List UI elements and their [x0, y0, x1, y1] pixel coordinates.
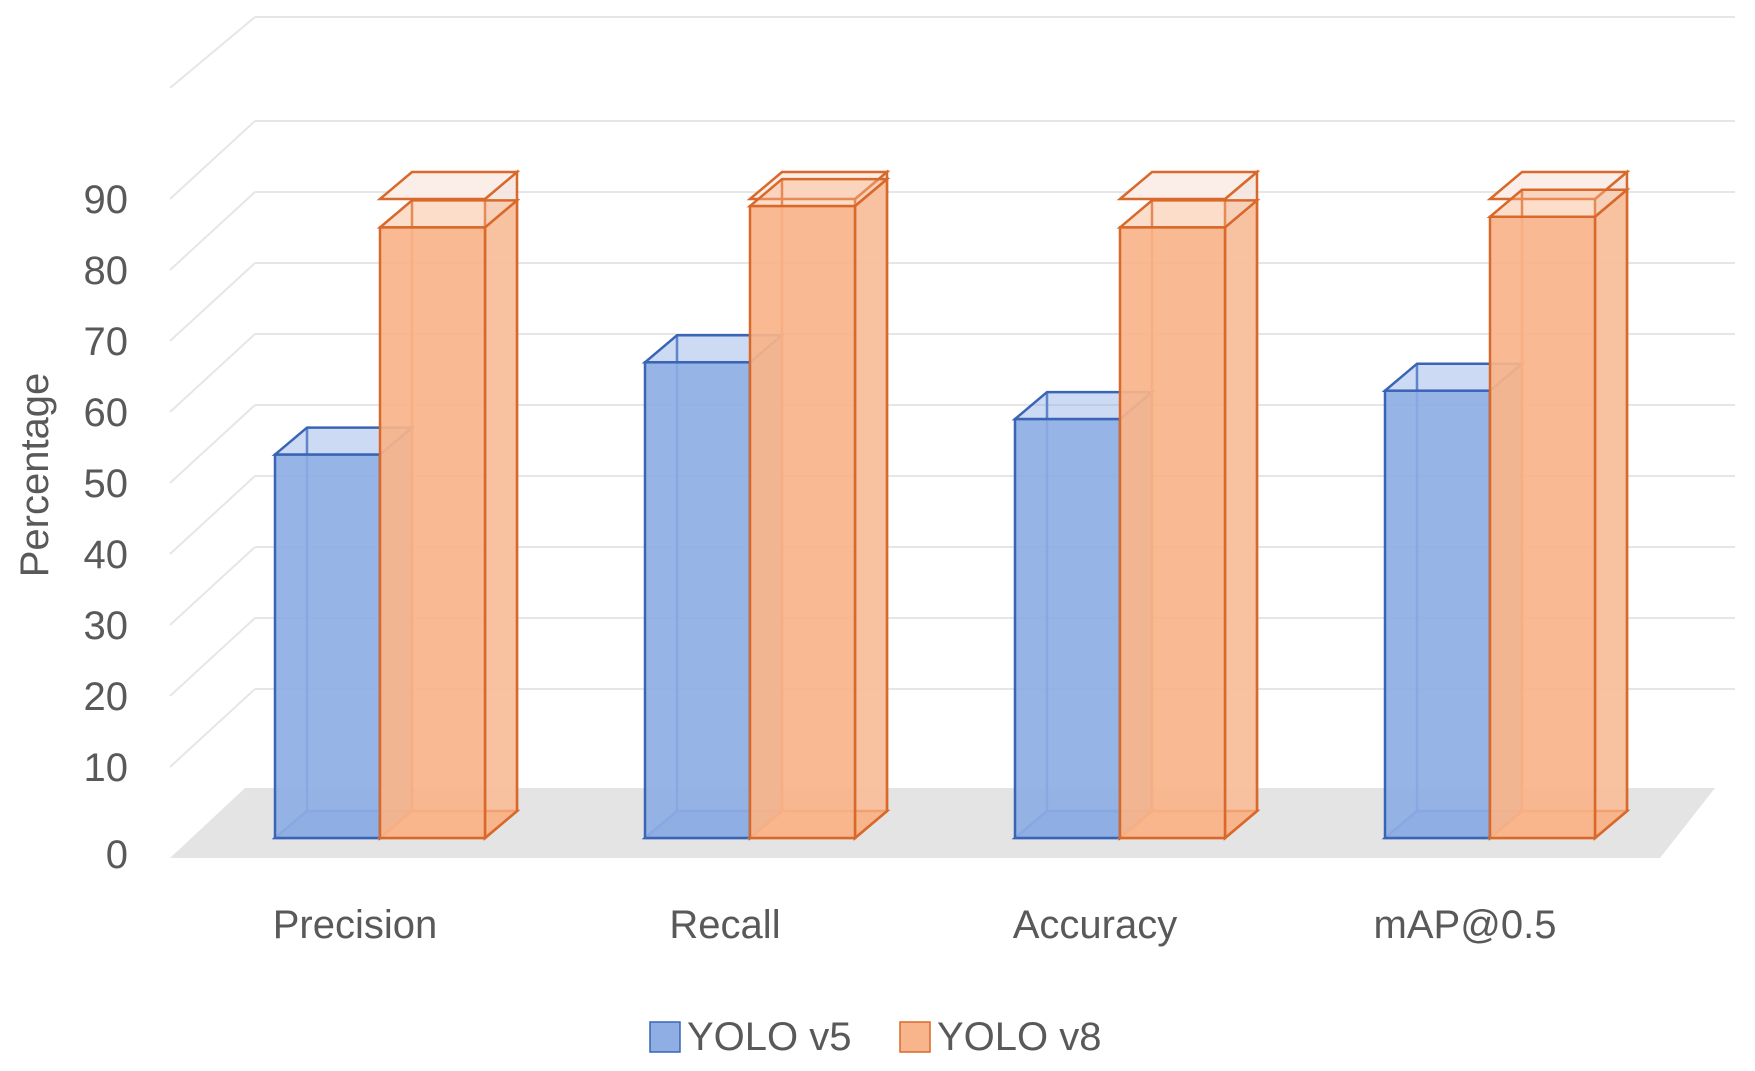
y-tick-label: 60 — [84, 391, 129, 435]
y-tick-label: 40 — [84, 533, 129, 577]
y-tick-label: 20 — [84, 675, 129, 719]
x-tick-label: Precision — [273, 903, 438, 947]
y-tick-label: 80 — [84, 249, 129, 293]
y-tick-label: 90 — [84, 178, 129, 222]
chart-floor — [170, 788, 1715, 858]
bar-front-face — [643, 361, 752, 840]
gridline-side — [169, 404, 256, 484]
bar-yolo-v8-precision — [376, 169, 521, 841]
gridline-side — [169, 475, 256, 555]
bar-front-face — [748, 204, 857, 840]
gridline-side — [169, 546, 256, 626]
y-tick-label: 50 — [84, 462, 129, 506]
bar-front-face — [1013, 417, 1122, 840]
y-axis-ticks: 0 10 20 30 40 50 60 70 80 90 — [84, 178, 129, 877]
bar-yolo-v8-accuracy — [1116, 169, 1261, 841]
gridline-side — [169, 16, 256, 89]
x-tick-label: Recall — [669, 903, 780, 947]
legend-swatch — [649, 1021, 681, 1053]
x-axis-ticks: Precision Recall Accuracy mAP@0.5 — [273, 903, 1557, 947]
bar-top-panel — [376, 170, 521, 201]
bar-side-face — [483, 197, 519, 841]
legend-label: YOLO v5 — [687, 1015, 852, 1059]
legend: YOLO v5 YOLO v8 — [649, 1015, 1102, 1059]
gridline-side — [169, 688, 256, 768]
bars — [271, 169, 1631, 841]
x-tick-label: mAP@0.5 — [1374, 903, 1557, 947]
y-axis-label: Percentage — [13, 373, 57, 578]
x-tick-label: Accuracy — [1013, 903, 1178, 947]
bar-front-face — [273, 453, 382, 840]
gridline-side — [169, 262, 256, 342]
bar-front-face — [1383, 389, 1492, 840]
bar-side-face — [1593, 187, 1629, 841]
bar-front-face — [1488, 215, 1597, 840]
gridline-side — [169, 333, 256, 413]
bar-yolo-v8-recall — [746, 169, 891, 841]
gridline-side — [169, 191, 256, 271]
bar-side-face — [1223, 197, 1259, 841]
gridline-side — [169, 120, 256, 200]
bar-top-panel — [1116, 170, 1261, 201]
y-tick-label: 70 — [84, 320, 129, 364]
bar-front-face — [378, 226, 487, 840]
y-tick-label: 30 — [84, 604, 129, 648]
floor-plane — [170, 788, 1715, 858]
gridline-side — [169, 617, 256, 697]
y-tick-label: 10 — [84, 746, 129, 790]
legend-label: YOLO v8 — [937, 1015, 1102, 1059]
bar-front-face — [1118, 226, 1227, 840]
bar-yolo-v8-map-0-5 — [1486, 169, 1631, 841]
legend-swatch — [899, 1021, 931, 1053]
bar-side-face — [853, 176, 889, 841]
bar-top-panel — [1486, 170, 1631, 201]
y-tick-label: 0 — [106, 833, 128, 877]
